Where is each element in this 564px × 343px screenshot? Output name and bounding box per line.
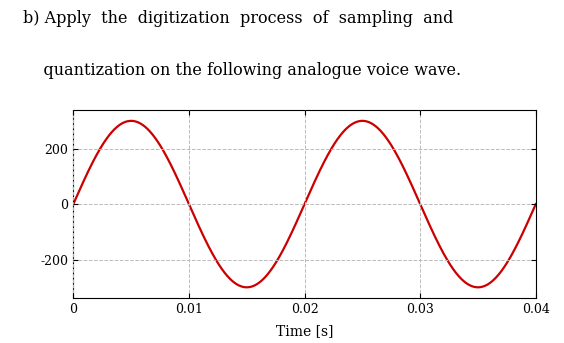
- Text: quantization on the following analogue voice wave.: quantization on the following analogue v…: [23, 62, 461, 79]
- Text: b) Apply  the  digitization  process  of  sampling  and: b) Apply the digitization process of sam…: [23, 10, 453, 27]
- X-axis label: Time [s]: Time [s]: [276, 324, 333, 339]
